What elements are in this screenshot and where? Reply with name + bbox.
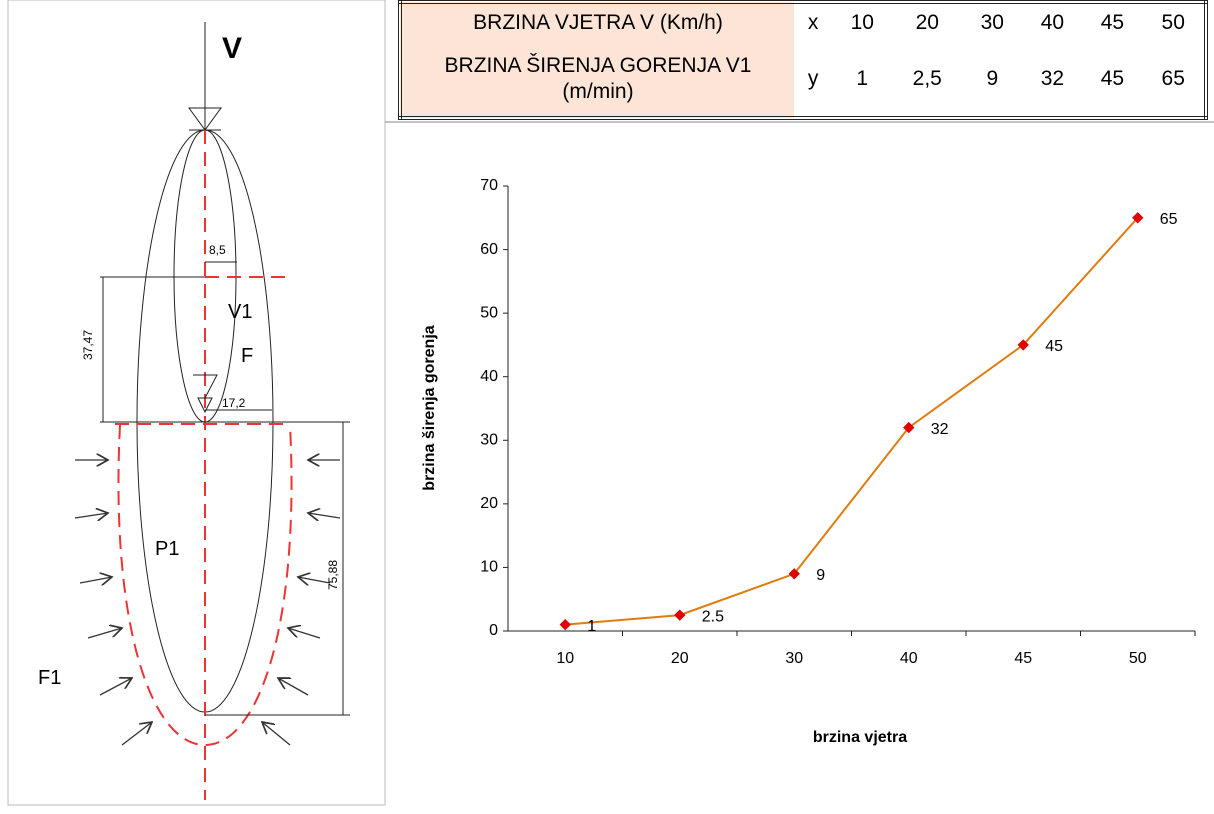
data-label: 45: [1045, 338, 1063, 355]
marker: [1018, 339, 1029, 350]
x-tick-label: 45: [1014, 650, 1032, 667]
marker: [789, 568, 800, 579]
y-tick-label: 60: [480, 241, 498, 258]
page: V 8,5 V1 37,47 F 17,2 P1 75,88 F1 BRZINA…: [0, 0, 1214, 814]
table-cell: x: [794, 2, 832, 42]
table-cell: 20: [892, 2, 962, 42]
table-cell: 1: [832, 42, 892, 118]
line: [565, 218, 1138, 625]
table-cell: 9: [962, 42, 1022, 118]
data-label: 32: [931, 421, 949, 438]
diagram-label: 17,2: [222, 396, 246, 410]
diagram: V 8,5 V1 37,47 F 17,2 P1 75,88 F1: [0, 0, 400, 814]
table-cell: 65: [1142, 42, 1206, 118]
data-label: 9: [816, 567, 825, 584]
table-cell: y: [794, 42, 832, 118]
diagram-label: 8,5: [209, 243, 226, 257]
panel-border: [8, 0, 385, 805]
x-tick-label: 10: [556, 650, 574, 667]
marker: [1132, 212, 1143, 223]
table-cell: 45: [1082, 42, 1142, 118]
diagram-label: 37,47: [81, 330, 95, 360]
diagram-label: V: [222, 32, 242, 65]
y-tick-label: 30: [480, 432, 498, 449]
x-tick-label: 30: [785, 650, 803, 667]
y-tick-label: 0: [489, 622, 498, 639]
table-cell: BRZINA ŠIRENJA GORENJA V1 (m/min): [400, 42, 794, 118]
y-tick-label: 50: [480, 304, 498, 321]
table-cell: 30: [962, 2, 1022, 42]
diagram-label: P1: [155, 538, 179, 560]
table-cell: 50: [1142, 2, 1206, 42]
data-label: 1: [587, 618, 596, 635]
table-cell: 32: [1022, 42, 1082, 118]
data-label: 2.5: [702, 608, 724, 625]
diagram-label: F: [241, 345, 253, 367]
y-tick-label: 10: [480, 559, 498, 576]
diagram-label: 75,88: [326, 560, 340, 590]
x-axis-title: brzina vjetra: [813, 729, 907, 746]
x-tick-label: 50: [1129, 650, 1147, 667]
wind-arrows: [75, 460, 340, 745]
data-table: BRZINA VJETRA V (Km/h) x 10 20 30 40 45 …: [398, 0, 1208, 120]
diagram-label: F1: [38, 667, 61, 689]
table-cell: 40: [1022, 2, 1082, 42]
x-tick-label: 20: [671, 650, 689, 667]
table-cell: 45: [1082, 2, 1142, 42]
y-tick-label: 70: [480, 177, 498, 194]
x-tick-label: 40: [900, 650, 918, 667]
table-cell: BRZINA VJETRA V (Km/h): [400, 2, 794, 42]
diagram-label: V1: [228, 301, 252, 323]
y-tick-label: 40: [480, 368, 498, 385]
data-label: 65: [1160, 211, 1178, 228]
y-axis-title: brzina širenja gorenja: [421, 325, 438, 490]
table-cell: 2,5: [892, 42, 962, 118]
y-tick-label: 20: [480, 495, 498, 512]
table-cell: 10: [832, 2, 892, 42]
marker: [560, 619, 571, 630]
marker: [674, 609, 685, 620]
marker: [903, 422, 914, 433]
